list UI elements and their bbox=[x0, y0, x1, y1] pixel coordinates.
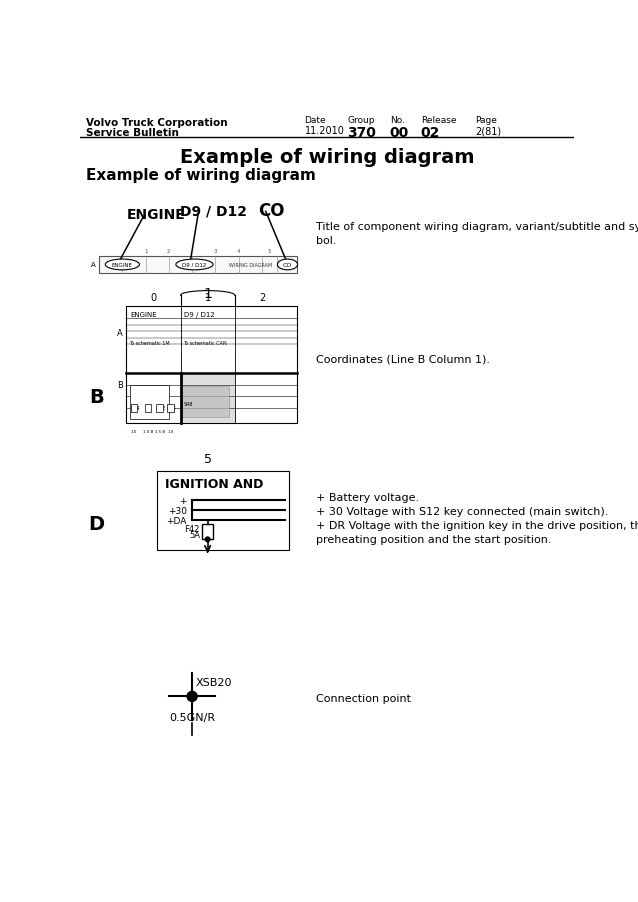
Bar bbox=[131, 404, 137, 412]
Text: B: B bbox=[89, 387, 104, 406]
Text: Date: Date bbox=[304, 116, 326, 124]
Bar bbox=[202, 524, 213, 539]
Text: 1: 1 bbox=[203, 287, 212, 300]
Circle shape bbox=[187, 692, 197, 702]
Text: T12: T12 bbox=[156, 406, 166, 410]
Text: Release: Release bbox=[420, 116, 456, 124]
Text: EC4: EC4 bbox=[131, 406, 140, 410]
Text: 1.5 B: 1.5 B bbox=[154, 429, 165, 434]
Text: ENGINE: ENGINE bbox=[126, 208, 185, 222]
Text: ENGINE: ENGINE bbox=[130, 311, 157, 318]
Text: To schematic 1M: To schematic 1M bbox=[129, 341, 169, 346]
Text: D9 / D12: D9 / D12 bbox=[182, 262, 207, 268]
Text: 02: 02 bbox=[420, 126, 440, 140]
Text: 2: 2 bbox=[259, 293, 265, 303]
Text: D9 / D12: D9 / D12 bbox=[181, 205, 248, 218]
Text: CC4: CC4 bbox=[167, 406, 176, 410]
Text: 2: 2 bbox=[167, 249, 170, 253]
Text: 0.5GN/R: 0.5GN/R bbox=[169, 712, 215, 722]
Bar bbox=[167, 404, 174, 412]
Ellipse shape bbox=[278, 260, 297, 271]
Text: +DA: +DA bbox=[167, 516, 187, 525]
Text: Title of component wiring diagram, variant/subtitle and sym-
bol.: Title of component wiring diagram, varia… bbox=[316, 222, 638, 245]
Bar bbox=[130, 385, 169, 419]
Text: 11.2010: 11.2010 bbox=[304, 126, 345, 136]
Text: 2(81): 2(81) bbox=[475, 126, 501, 136]
Text: 3: 3 bbox=[214, 249, 217, 253]
Bar bbox=[156, 404, 163, 412]
Text: D: D bbox=[89, 514, 105, 533]
Bar bbox=[145, 404, 151, 412]
Ellipse shape bbox=[105, 260, 140, 271]
Text: 4: 4 bbox=[237, 249, 241, 253]
Ellipse shape bbox=[176, 260, 213, 271]
Text: 1: 1 bbox=[205, 293, 211, 303]
Text: S48: S48 bbox=[184, 402, 193, 407]
Text: +30: +30 bbox=[168, 506, 187, 515]
Text: 1.0 B: 1.0 B bbox=[143, 429, 153, 434]
Bar bbox=[99, 257, 297, 273]
Text: A: A bbox=[91, 262, 95, 268]
Text: 370: 370 bbox=[347, 126, 376, 140]
Text: 5: 5 bbox=[268, 249, 271, 253]
Text: 5A: 5A bbox=[189, 530, 200, 539]
Text: 1.0: 1.0 bbox=[167, 429, 174, 434]
Circle shape bbox=[205, 538, 210, 542]
Text: To schematic CAN: To schematic CAN bbox=[183, 341, 226, 346]
Text: D9 / D12: D9 / D12 bbox=[184, 311, 215, 318]
Text: IGNITION AND: IGNITION AND bbox=[165, 477, 263, 491]
Bar bbox=[181, 373, 235, 424]
Text: 00: 00 bbox=[390, 126, 409, 140]
Text: Page: Page bbox=[475, 116, 497, 124]
Text: 0: 0 bbox=[151, 293, 156, 303]
Text: XSB20: XSB20 bbox=[196, 677, 232, 687]
Text: F42: F42 bbox=[184, 524, 200, 533]
Text: ENGINE: ENGINE bbox=[112, 262, 133, 268]
Bar bbox=[157, 471, 289, 550]
Text: Volvo Truck Corporation: Volvo Truck Corporation bbox=[86, 117, 228, 127]
Text: Coordinates (Line B Column 1).: Coordinates (Line B Column 1). bbox=[316, 354, 490, 364]
Text: WIRING DIAGRAM: WIRING DIAGRAM bbox=[228, 262, 272, 268]
Text: CO: CO bbox=[258, 202, 285, 220]
Text: +: + bbox=[179, 496, 187, 505]
Bar bbox=[182, 387, 228, 418]
Text: Group: Group bbox=[347, 116, 375, 124]
Text: A: A bbox=[117, 329, 123, 338]
Text: CO: CO bbox=[283, 262, 292, 268]
Text: B: B bbox=[117, 381, 123, 390]
Text: No.: No. bbox=[390, 116, 404, 124]
Text: 1: 1 bbox=[144, 249, 147, 253]
Text: + Battery voltage.
+ 30 Voltage with S12 key connected (main switch).
+ DR Volta: + Battery voltage. + 30 Voltage with S12… bbox=[316, 492, 638, 545]
Text: 1.0: 1.0 bbox=[131, 429, 137, 434]
Text: Service Bulletin: Service Bulletin bbox=[86, 127, 179, 137]
Text: Example of wiring diagram: Example of wiring diagram bbox=[86, 169, 316, 183]
Text: Connection point: Connection point bbox=[316, 693, 411, 703]
Bar bbox=[126, 307, 297, 424]
Text: Example of wiring diagram: Example of wiring diagram bbox=[180, 148, 474, 167]
Text: 5: 5 bbox=[204, 452, 212, 465]
